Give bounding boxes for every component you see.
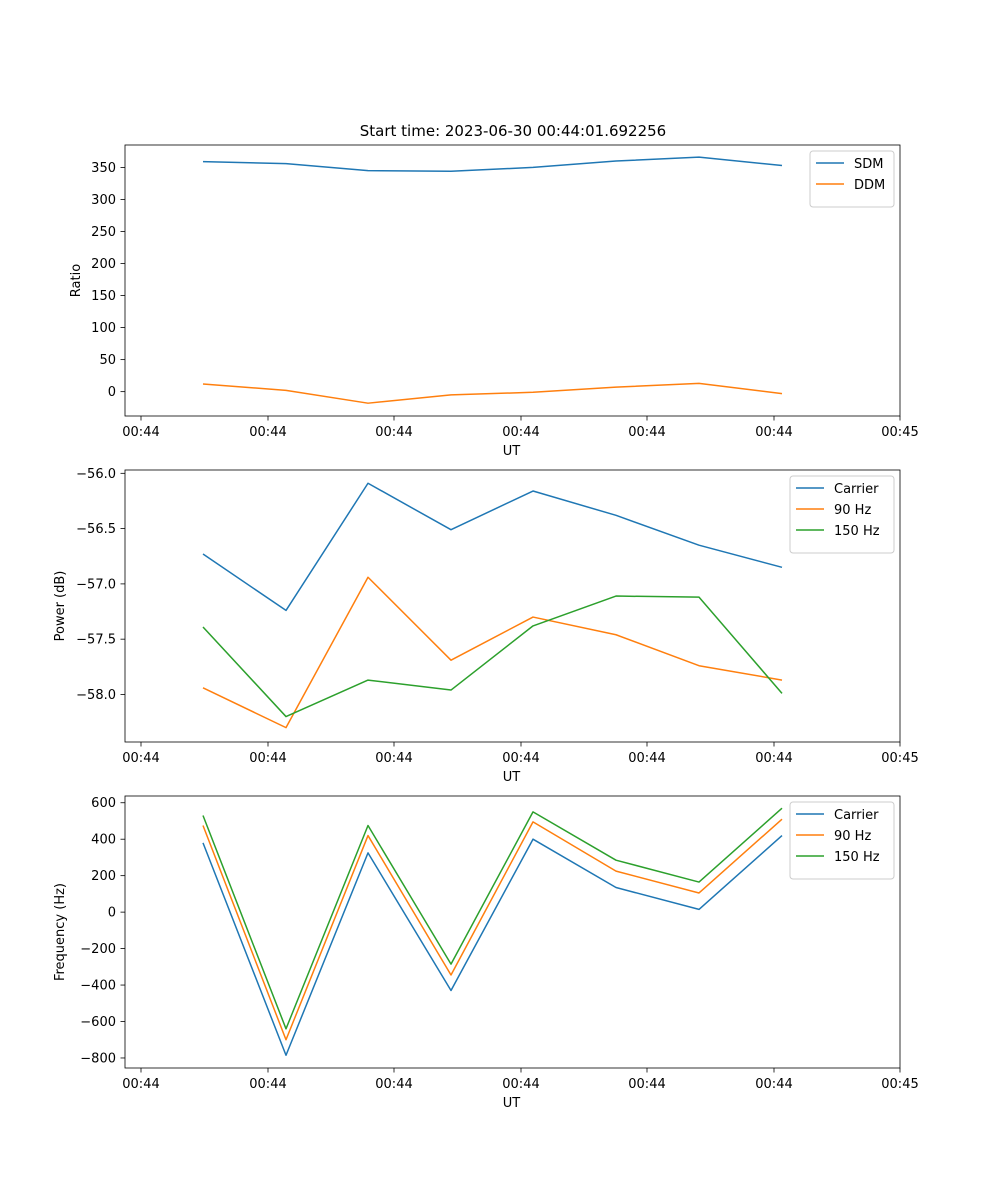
y-tick-label: 250 — [91, 225, 116, 240]
y-tick-label: 200 — [91, 869, 116, 884]
y-axis-label: Power (dB) — [53, 571, 68, 642]
y-tick-label: −56.5 — [76, 522, 116, 537]
legend-label: SDM — [854, 157, 883, 172]
legend-box — [789, 475, 895, 554]
legend-label: 90 Hz — [834, 503, 871, 518]
x-tick-label: 00:45 — [881, 751, 918, 766]
legend-label: 90 Hz — [834, 829, 871, 844]
y-tick-label: −200 — [80, 942, 116, 957]
x-tick-label: 00:44 — [755, 1077, 792, 1092]
y-tick-label: −57.5 — [76, 633, 116, 648]
series-line-90-hz — [202, 576, 783, 729]
x-tick-label: 00:44 — [122, 751, 159, 766]
x-tick-label: 00:44 — [628, 1077, 665, 1092]
series-line-150-hz — [202, 807, 783, 1030]
legend-label: 150 Hz — [834, 850, 880, 865]
legend-label: DDM — [854, 178, 885, 193]
series-line-90-hz — [202, 818, 783, 1041]
y-tick-label: 400 — [91, 833, 116, 848]
series-line-carrier — [202, 482, 783, 612]
x-axis-label: UT — [503, 1096, 521, 1111]
series-line-150-hz — [202, 595, 783, 718]
y-tick-label: 200 — [91, 257, 116, 272]
legend-box — [789, 801, 895, 880]
series-line-carrier — [202, 834, 783, 1056]
y-tick-label: 0 — [108, 906, 116, 921]
y-tick-label: −600 — [80, 1015, 116, 1030]
x-tick-label: 00:44 — [375, 425, 412, 440]
x-tick-label: 00:44 — [122, 425, 159, 440]
x-tick-label: 00:44 — [502, 751, 539, 766]
axes-frame — [124, 144, 901, 417]
y-tick-label: 0 — [108, 385, 116, 400]
subplot-1: 00:44 00:44 00:44 00:44 00:44 00:44 00:45 UT 0 50… — [69, 144, 919, 459]
legend-label: 150 Hz — [834, 524, 880, 539]
legend-label: Carrier — [834, 482, 879, 497]
y-tick-label: 300 — [91, 193, 116, 208]
x-tick-label: 00:44 — [755, 425, 792, 440]
legend-label: Carrier — [834, 808, 879, 823]
y-tick-label: 600 — [91, 796, 116, 811]
x-tick-label: 00:44 — [628, 425, 665, 440]
y-tick-label: −57.0 — [76, 577, 116, 592]
y-tick-label: 150 — [91, 289, 116, 304]
x-tick-label: 00:44 — [249, 425, 286, 440]
x-tick-label: 00:45 — [881, 1077, 918, 1092]
x-tick-label: 00:44 — [755, 751, 792, 766]
x-tick-label: 00:45 — [881, 425, 918, 440]
x-tick-label: 00:44 — [628, 751, 665, 766]
y-tick-label: 50 — [99, 353, 116, 368]
x-tick-label: 00:44 — [375, 1077, 412, 1092]
x-axis-label: UT — [503, 770, 521, 785]
y-tick-label: 350 — [91, 161, 116, 176]
x-tick-label: 00:44 — [249, 1077, 286, 1092]
legend-box — [809, 150, 895, 208]
x-tick-label: 00:44 — [502, 425, 539, 440]
series-line-sdm — [202, 156, 783, 173]
y-tick-label: −56.0 — [76, 467, 116, 482]
x-tick-label: 00:44 — [375, 751, 412, 766]
subplot-3: 00:44 00:44 00:44 00:44 00:44 00:44 00:45 UT −80… — [53, 795, 919, 1111]
subplot-2: 00:44 00:44 00:44 00:44 00:44 00:44 00:45 UT −58… — [53, 467, 919, 785]
x-tick-label: 00:44 — [122, 1077, 159, 1092]
x-tick-label: 00:44 — [502, 1077, 539, 1092]
y-tick-label: 100 — [91, 321, 116, 336]
series-line-ddm — [202, 382, 783, 404]
y-axis-label: Frequency (Hz) — [53, 883, 68, 981]
plots-container: 00:44 00:44 00:44 00:44 00:44 00:44 00:45 UT 0 50… — [53, 144, 919, 1111]
x-tick-label: 00:44 — [249, 751, 286, 766]
y-axis-label: Ratio — [69, 264, 84, 297]
figure-title: Start time: 2023-06-30 00:44:01.692256 — [360, 122, 666, 140]
axes-frame — [124, 469, 901, 743]
y-tick-label: −58.0 — [76, 688, 116, 703]
y-tick-label: −400 — [80, 979, 116, 994]
y-tick-label: −800 — [80, 1051, 116, 1066]
x-axis-label: UT — [503, 444, 521, 459]
axes-frame — [124, 795, 901, 1069]
